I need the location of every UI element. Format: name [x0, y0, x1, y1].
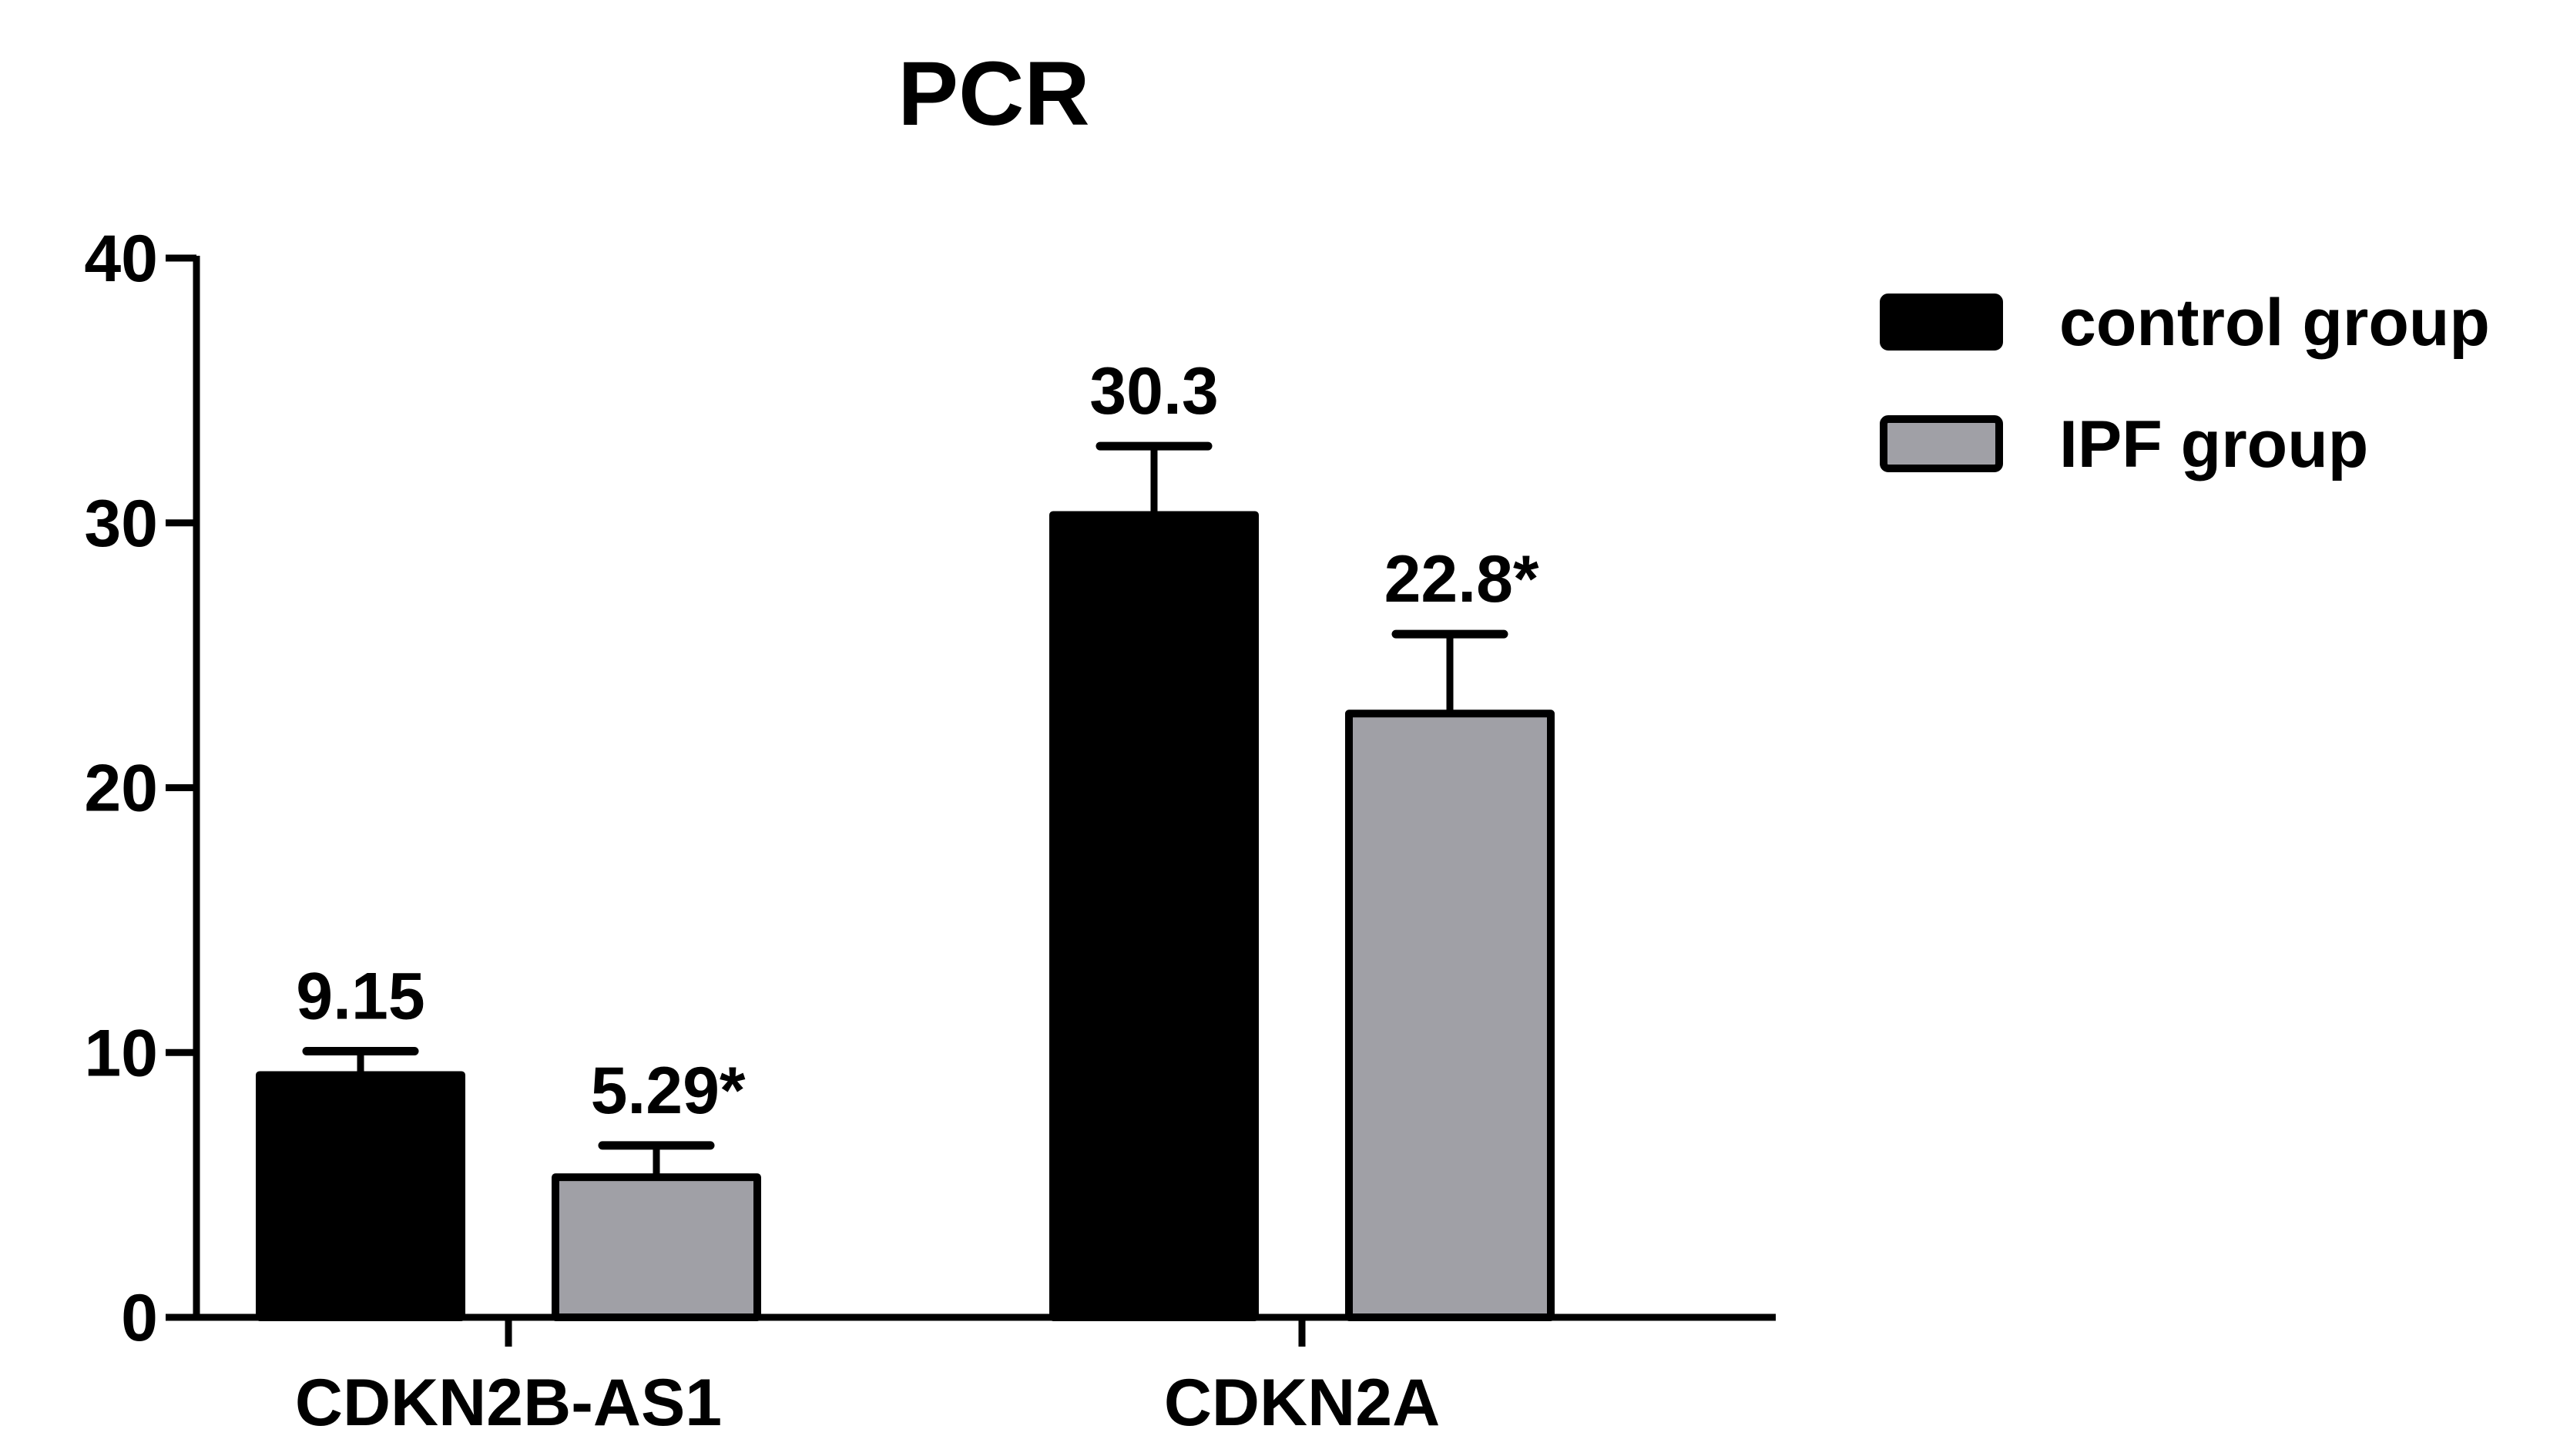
bars: 9.15 5.29* 30.3 22.8* [256, 354, 1555, 1321]
x-tick-label: CDKN2B-AS1 [295, 1366, 722, 1440]
x-tick-label: CDKN2A [1164, 1366, 1440, 1440]
bar [552, 1173, 761, 1321]
data-label: 9.15 [296, 960, 424, 1034]
y-tick-label: 0 [121, 1281, 158, 1355]
legend-swatch [1880, 294, 2003, 351]
data-label: 22.8* [1384, 542, 1539, 616]
axes: 0 10 20 30 40 CDKN2B-AS1 CDKN2A [84, 222, 1776, 1440]
bar [1049, 511, 1259, 1321]
legend-label: IPF group [2059, 408, 2368, 481]
y-tick-label: 20 [84, 752, 158, 826]
data-label: 5.29* [591, 1054, 746, 1128]
legend: control group IPF group [1880, 286, 2490, 481]
y-tick-label: 40 [84, 222, 158, 296]
data-label: 30.3 [1089, 354, 1218, 428]
bar [1345, 710, 1555, 1321]
legend-swatch [1880, 415, 2003, 472]
legend-label: control group [2059, 286, 2490, 360]
chart-title: PCR [898, 43, 1089, 145]
bar [256, 1071, 465, 1321]
y-tick-label: 30 [84, 487, 158, 561]
y-tick-label: 10 [84, 1016, 158, 1090]
